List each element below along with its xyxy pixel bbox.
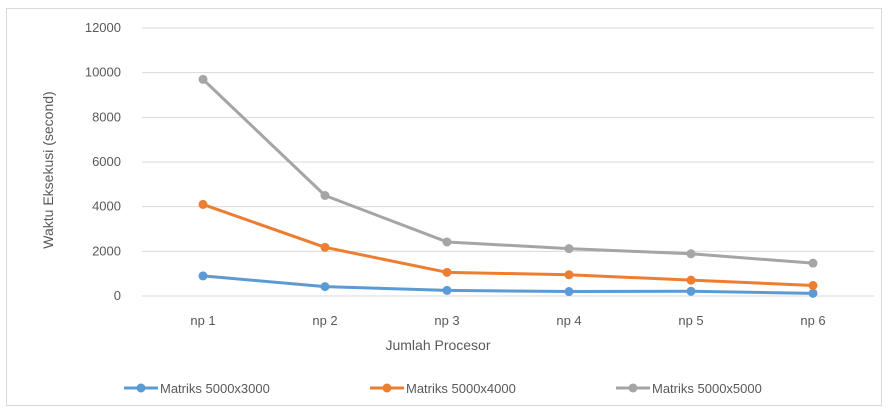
legend-swatch-marker xyxy=(136,383,146,393)
x-axis-title: Jumlah Procesor xyxy=(385,337,490,353)
x-tick-label: np 4 xyxy=(556,313,581,328)
series-1 xyxy=(198,271,818,298)
data-point xyxy=(564,244,574,254)
legend-swatch-marker xyxy=(382,383,392,393)
legend-swatch-marker xyxy=(628,383,638,393)
data-point xyxy=(564,270,574,280)
legend-item: Matriks 5000x3000 xyxy=(124,381,270,396)
legend-label: Matriks 5000x3000 xyxy=(160,381,270,396)
data-point xyxy=(808,281,818,291)
x-tick-label: np 2 xyxy=(312,313,337,328)
y-tick-label: 4000 xyxy=(92,199,121,214)
legend-label: Matriks 5000x5000 xyxy=(652,381,762,396)
x-tick-labels: np 1 np 2 np 3 np 4 np 5 np 6 xyxy=(190,313,825,328)
y-axis-title: Waktu Eksekusi (second) xyxy=(40,91,56,248)
data-point xyxy=(808,258,818,268)
x-tick-label: np 5 xyxy=(678,313,703,328)
grid-lines xyxy=(142,27,874,297)
y-tick-label: 6000 xyxy=(92,154,121,169)
data-point xyxy=(686,275,696,285)
y-tick-label: 0 xyxy=(114,288,121,303)
series-line xyxy=(201,274,815,295)
legend-label: Matriks 5000x4000 xyxy=(406,381,516,396)
y-tick-label: 12000 xyxy=(85,20,121,35)
y-tick-label: 8000 xyxy=(92,109,121,124)
data-point xyxy=(320,282,330,292)
series-2 xyxy=(198,199,818,291)
legend-item: Matriks 5000x5000 xyxy=(616,381,762,396)
data-point xyxy=(320,191,330,200)
data-point xyxy=(320,242,330,252)
x-tick-label: np 6 xyxy=(800,313,825,328)
legend-item: Matriks 5000x4000 xyxy=(370,381,516,396)
y-tick-label: 2000 xyxy=(92,243,121,258)
y-tick-labels: 0 2000 4000 6000 8000 10000 12000 xyxy=(85,20,121,303)
data-point xyxy=(686,249,696,259)
series-3 xyxy=(198,74,818,268)
x-tick-label: np 3 xyxy=(434,313,459,328)
series-line xyxy=(201,202,815,288)
y-tick-label: 10000 xyxy=(85,65,121,80)
series-line xyxy=(201,77,815,265)
data-point xyxy=(198,74,208,84)
data-point xyxy=(442,267,452,277)
data-point xyxy=(442,285,452,295)
data-point xyxy=(198,199,208,209)
data-point xyxy=(686,286,696,296)
data-point xyxy=(198,271,208,281)
data-point xyxy=(564,287,574,297)
data-point xyxy=(442,237,452,247)
series-lines xyxy=(198,74,818,298)
data-point xyxy=(808,288,818,298)
x-tick-label: np 1 xyxy=(190,313,215,328)
legend: Matriks 5000x3000 Matriks 5000x4000 Matrik… xyxy=(124,381,762,396)
